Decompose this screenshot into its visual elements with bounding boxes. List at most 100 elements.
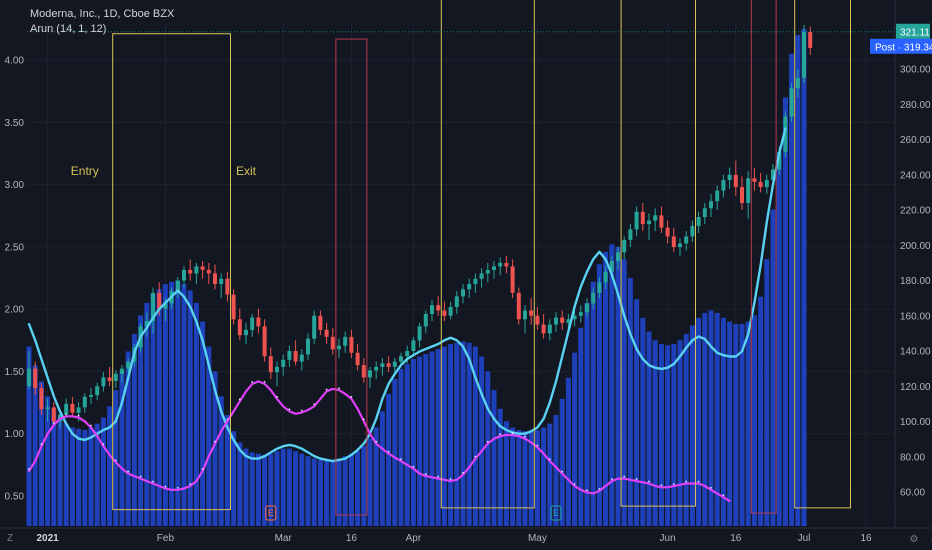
candle-body [430,305,434,314]
candle [368,366,372,389]
last-price-value: 321.11 [900,27,930,38]
histogram-bar [584,302,590,526]
histogram-bar [144,302,150,526]
candle [473,273,478,293]
annotation-entry: Entry [71,164,99,178]
histogram-bar [119,371,125,526]
entry-box [620,0,696,507]
histogram-bar [249,452,255,526]
candle-body [585,303,589,313]
candle-body [399,356,403,362]
time-tick-label: Apr [406,533,422,544]
magenta-dot [499,433,502,436]
time-tick-label: Mar [275,533,293,544]
candle-body [709,201,713,209]
histogram-bar [640,317,646,526]
magenta-dot [276,395,278,398]
candle [802,24,806,84]
histogram-bar [522,431,528,526]
histogram-bar [627,278,633,526]
candle-body [45,407,50,410]
histogram-bar [634,299,640,526]
histogram-bar [454,342,460,526]
magenta-dot [511,432,514,434]
magenta-dot [164,485,167,488]
earnings-marker[interactable]: E [265,505,277,521]
candle [281,354,286,376]
earnings-marker-label: E [268,508,274,518]
right-tick-label: 140.00 [900,347,931,358]
candle-body [33,368,38,389]
candle-body [287,351,292,360]
candle-body [330,336,335,350]
candle-body [516,292,521,320]
candle [151,287,155,334]
candle [442,301,447,322]
candle-body [70,403,75,413]
histogram-bar [51,408,57,526]
histogram-bar [125,351,131,526]
histogram-bar [398,368,404,526]
candle [126,358,131,373]
histogram-bar [218,396,224,526]
magenta-dot [623,475,626,478]
candle-body [566,319,571,323]
histogram-bar [82,429,88,526]
candle-body [740,187,744,203]
magenta-dot [176,486,179,489]
candle-body [95,386,100,396]
candle-body [591,292,596,304]
candle [219,273,224,299]
candle-body [721,180,726,191]
left-tick-label: 2.00 [5,305,25,316]
candle-body [194,266,199,274]
entry-box [794,0,852,509]
candle [213,264,217,290]
candle [671,227,676,253]
histogram-bar [702,312,708,526]
histogram-bar [441,346,447,526]
candle-body [690,225,695,237]
histogram-bar [113,390,119,526]
earnings-marker[interactable]: E [550,505,562,521]
candle-body [417,326,422,341]
candle-body [492,266,496,270]
histogram-bar [417,356,423,526]
candle [27,351,31,390]
candle-body [39,388,44,410]
timezone-icon[interactable]: Z [7,533,13,544]
histogram-bar [212,371,218,526]
candle-body [622,239,627,253]
candle-body [523,310,527,320]
candle [244,322,248,344]
right-tick-label: 60.00 [900,488,925,499]
candle-body [182,269,186,281]
gear-icon[interactable]: ⚙ [910,534,919,545]
candle-body [51,407,56,422]
right-tick-label: 180.00 [900,276,931,287]
candle-body [535,315,540,325]
magenta-dot [400,458,402,461]
candle [795,69,800,98]
candle [349,329,354,359]
histogram-bar [243,448,249,526]
indicator-line-magenta [27,380,731,503]
magenta-dot [561,470,564,473]
time-tick-label: Jun [660,533,676,544]
magenta-dot [350,395,353,398]
candle [746,171,751,219]
histogram-bar [311,458,317,526]
candle-body [386,363,391,367]
candle [485,262,490,283]
candle [250,313,255,337]
candle-body [113,373,118,381]
histogram-bar [460,341,466,526]
candle-body [213,273,217,285]
candle [374,361,379,380]
right-tick-label: 120.00 [900,382,931,393]
histogram-bar [491,390,497,526]
candle-body [343,336,348,346]
candle-body [107,377,112,381]
